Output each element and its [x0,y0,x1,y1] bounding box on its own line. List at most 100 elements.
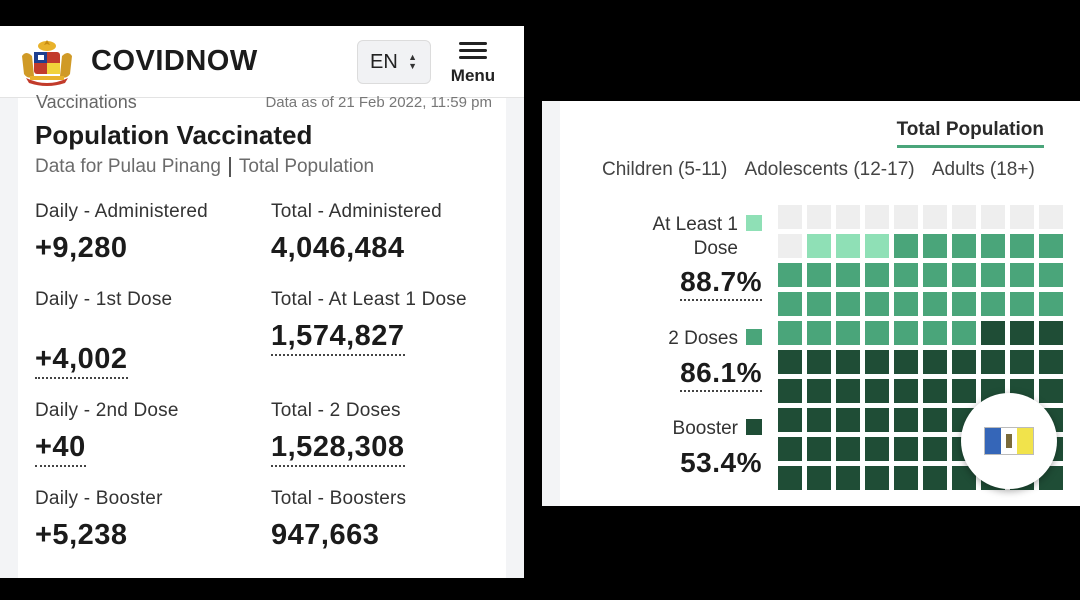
stat-value: +5,238 [35,519,128,551]
brand-name[interactable]: COVIDNOW [91,45,258,77]
waffle-cell-two-doses [865,263,889,287]
waffle-cell-booster [778,350,802,374]
waffle-cell-two-doses [981,292,1005,316]
waffle-cell-booster [923,466,947,490]
waffle-cell-empty [981,205,1005,229]
waffle-cell-booster [894,437,918,461]
tab-children[interactable]: Children (5-11) [602,159,728,180]
legend-label-line2: Dose [693,238,738,259]
waffle-cell-two-doses [807,321,831,345]
stat-label: Daily - Administered [35,201,208,222]
stat-label: Daily - 2nd Dose [35,400,179,421]
waffle-cell-booster [778,437,802,461]
stat-label: Total - 2 Doses [271,400,401,421]
data-timestamp: Data as of 21 Feb 2022, 11:59 pm [265,94,492,111]
waffle-cell-booster [865,408,889,432]
waffle-cell-two-doses [923,321,947,345]
legend-label-text: Booster [672,418,738,439]
waffle-cell-empty [1039,205,1063,229]
waffle-cell-booster [923,408,947,432]
subtitle-scope: Total Population [238,156,375,177]
waffle-cell-two-doses [836,321,860,345]
stat-label: Daily - Booster [35,488,163,509]
stat-value[interactable]: 1,574,827 [271,320,405,356]
language-select[interactable]: EN ▲ ▼ [357,40,431,84]
coat-of-arms-icon[interactable] [16,38,78,86]
menu-label: Menu [450,66,496,85]
waffle-cell-two-doses [807,263,831,287]
waffle-cell-booster [981,350,1005,374]
stat-label: Total - Boosters [271,488,407,509]
waffle-cell-two-doses [952,292,976,316]
stat-label: Total - At Least 1 Dose [271,289,467,310]
waffle-cell-booster [807,408,831,432]
legend-label: Booster [602,417,762,441]
waffle-cell-empty [778,205,802,229]
waffle-cell-booster [894,466,918,490]
card-title: Population Vaccinated [35,120,313,150]
legend-swatch [746,329,762,345]
waffle-cell-at-least-one [865,234,889,258]
menu-button[interactable]: Menu [446,38,500,88]
top-navigation-bar: COVIDNOW EN ▲ ▼ Menu [0,26,524,98]
waffle-cell-empty [923,205,947,229]
stat-value[interactable]: +4,002 [35,343,128,379]
stat-value: 947,663 [271,519,380,551]
waffle-cell-booster [865,379,889,403]
age-group-tabs: Children (5-11) Adolescents (12-17) Adul… [602,159,1048,181]
stat-total-boosters: Total - Boosters 947,663 [271,487,491,552]
waffle-chart [778,205,1066,491]
waffle-cell-booster [952,350,976,374]
waffle-card: Total Population Children (5-11) Adolesc… [560,101,1080,506]
waffle-cell-two-doses [1010,292,1034,316]
stat-total-two-doses: Total - 2 Doses 1,528,308 [271,399,491,467]
legend-label-line1: At Least 1 [652,214,738,235]
hamburger-icon [459,38,487,59]
waffle-cell-two-doses [836,263,860,287]
waffle-cell-booster [894,408,918,432]
up-down-arrows-icon: ▲ ▼ [408,52,417,71]
state-flag-button[interactable] [961,393,1057,489]
waffle-cell-empty [952,205,976,229]
stat-value[interactable]: +40 [35,431,86,467]
stat-label: Daily - 1st Dose [35,289,173,310]
waffle-cell-booster [952,379,976,403]
waffle-cell-at-least-one [836,234,860,258]
waffle-cell-booster [836,466,860,490]
stat-daily-first-dose: Daily - 1st Dose +4,002 [35,288,255,379]
subtitle-divider [228,156,231,177]
waffle-cell-booster [1039,379,1063,403]
legend-value[interactable]: 86.1% [680,357,762,392]
waffle-cell-booster [836,350,860,374]
waffle-cell-booster [981,321,1005,345]
waffle-cell-two-doses [836,292,860,316]
waffle-cell-two-doses [981,234,1005,258]
stat-value: +9,280 [35,232,128,264]
left-panel: COVIDNOW EN ▲ ▼ Menu Vaccinations Data as… [0,26,524,578]
waffle-cell-booster [836,408,860,432]
waffle-cell-booster [894,350,918,374]
stat-total-administered: Total - Administered 4,046,484 [271,200,491,265]
waffle-cell-empty [1010,205,1034,229]
legend-label: 2 Doses [602,327,762,351]
legend-value[interactable]: 88.7% [680,266,762,301]
waffle-cell-booster [865,437,889,461]
legend-swatch [746,215,762,231]
penang-flag-icon [984,427,1034,455]
stat-value: 4,046,484 [271,232,405,264]
tab-total-population[interactable]: Total Population [896,119,1044,148]
tab-adolescents[interactable]: Adolescents (12-17) [744,159,915,180]
waffle-cell-two-doses [865,292,889,316]
waffle-cell-two-doses [952,263,976,287]
waffle-cell-booster [1010,321,1034,345]
stat-value[interactable]: 1,528,308 [271,431,405,467]
tab-adults[interactable]: Adults (18+) [931,159,1035,180]
waffle-cell-empty [807,205,831,229]
stat-total-at-least-one-dose: Total - At Least 1 Dose 1,574,827 [271,288,471,356]
waffle-cell-two-doses [894,292,918,316]
legend-two-doses: 2 Doses 86.1% [602,327,762,392]
waffle-cell-booster [778,408,802,432]
right-panel: Total Population Children (5-11) Adolesc… [542,101,1080,506]
waffle-cell-two-doses [807,292,831,316]
waffle-cell-booster [836,379,860,403]
